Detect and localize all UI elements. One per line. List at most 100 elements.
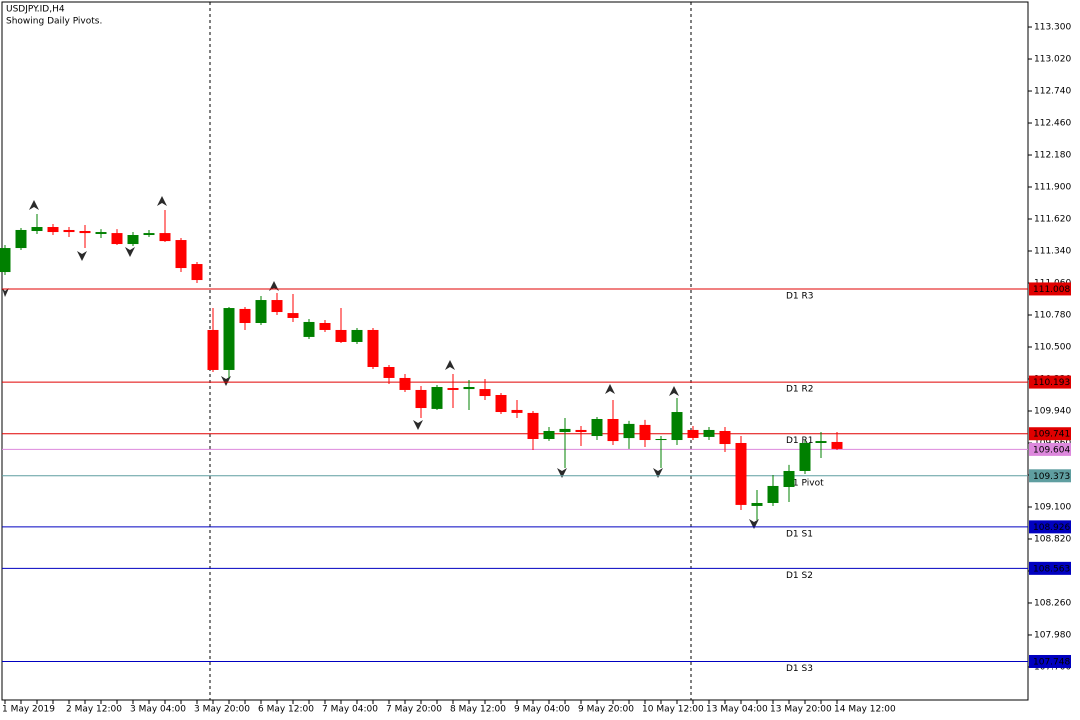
candle-body	[15, 229, 27, 249]
fractal-down	[2, 288, 9, 297]
price-box-label: 109.604	[1033, 445, 1070, 455]
x-tick-label: 7 May 20:00	[386, 705, 442, 715]
pivot-label: D1 S3	[786, 664, 813, 674]
price-box	[1029, 375, 1071, 389]
candle-body	[783, 470, 795, 487]
candle-body	[63, 229, 75, 233]
x-tick-label: 2 May 12:00	[66, 705, 122, 715]
x-tick-label: 8 May 12:00	[450, 705, 506, 715]
candle-body	[623, 423, 635, 439]
price-box	[1029, 654, 1071, 668]
y-tick-label: 112.460	[1034, 119, 1071, 129]
candle-body	[239, 308, 251, 324]
candle-body	[687, 429, 699, 438]
candle-body	[767, 485, 779, 503]
candle-body	[0, 248, 11, 273]
x-tick-label: 3 May 20:00	[194, 705, 250, 715]
x-tick-label: 9 May 04:00	[514, 705, 570, 715]
candle-body	[111, 233, 123, 245]
pivot-label: D1 R2	[786, 385, 814, 395]
fractal-down	[221, 376, 231, 386]
fractal-down	[749, 519, 759, 529]
candle-body	[127, 235, 139, 245]
candle-body	[207, 329, 219, 370]
candle-body	[591, 418, 603, 437]
pivot-label: D1 Pivot	[786, 478, 824, 488]
candle-body	[703, 429, 715, 437]
y-tick-label: 110.780	[1034, 311, 1071, 321]
candle-body	[575, 429, 587, 433]
price-box	[1029, 442, 1071, 456]
chart-title: USDJPY.ID,H4	[6, 5, 65, 15]
candle-body	[191, 264, 203, 281]
candle-body	[367, 329, 379, 367]
price-box-label: 109.373	[1033, 472, 1070, 482]
candle-body	[319, 323, 331, 330]
candle-body	[655, 438, 667, 441]
price-box-label: 111.008	[1033, 285, 1070, 295]
price-box	[1029, 282, 1071, 296]
candle-body	[543, 430, 555, 439]
y-tick-label: 112.740	[1034, 87, 1071, 97]
candle-body	[255, 300, 267, 324]
pivot-label: D1 R1	[786, 436, 814, 446]
candle-body	[751, 502, 763, 506]
fractal-up	[605, 384, 615, 394]
x-tick-label: 7 May 04:00	[322, 705, 378, 715]
candle-body	[303, 321, 315, 337]
candle-body	[511, 409, 523, 413]
candle-body	[159, 233, 171, 242]
candle-body	[223, 308, 235, 370]
candle-body	[287, 313, 299, 318]
plot-frame	[1, 1, 1029, 701]
fractal-down	[557, 468, 567, 478]
candle-body	[815, 441, 827, 443]
candle-body	[799, 442, 811, 471]
fractal-up	[29, 200, 39, 210]
price-box-label: 108.926	[1033, 523, 1070, 533]
x-tick-label: 3 May 04:00	[130, 705, 186, 715]
candle-body	[351, 329, 363, 342]
candle-body	[335, 329, 347, 342]
fractal-up	[445, 360, 455, 370]
candle-body	[607, 418, 619, 442]
y-tick-label: 113.020	[1034, 55, 1071, 65]
candle-body	[31, 227, 43, 232]
fractals	[2, 196, 759, 529]
price-box-label: 110.193	[1033, 378, 1070, 388]
candle-body	[143, 233, 155, 236]
candle-body	[671, 412, 683, 441]
price-box-label: 109.741	[1033, 430, 1070, 440]
x-tick-label: 14 May 12:00	[834, 705, 896, 715]
fractal-down	[653, 468, 663, 478]
candle-body	[415, 389, 427, 409]
price-box	[1029, 520, 1071, 534]
price-box-label: 108.563	[1033, 564, 1070, 574]
x-tick-label: 1 May 2019	[2, 705, 55, 715]
candle-body	[79, 231, 91, 234]
fractal-up	[669, 386, 679, 396]
candle-body	[95, 232, 107, 234]
y-tick-label: 109.940	[1034, 406, 1071, 416]
fractal-up	[157, 196, 167, 206]
y-tick-label: 107.980	[1034, 630, 1071, 640]
x-tick-label: 10 May 12:00	[642, 705, 704, 715]
candle-body	[383, 366, 395, 378]
y-tick-label: 111.340	[1034, 247, 1071, 257]
candle-body	[719, 430, 731, 445]
price-box	[1029, 561, 1071, 575]
x-tick-label: 13 May 04:00	[706, 705, 768, 715]
x-tick-label: 6 May 12:00	[258, 705, 314, 715]
pivot-label: D1 S2	[786, 571, 813, 581]
price-box	[1029, 469, 1071, 483]
y-tick-label: 113.300	[1034, 23, 1071, 33]
candle-body	[447, 388, 459, 390]
chart-subtitle: Showing Daily Pivots.	[6, 17, 102, 27]
fractal-down	[413, 420, 423, 430]
candle-body	[639, 424, 651, 441]
pivot-label: D1 S1	[786, 529, 813, 539]
y-tick-label: 111.900	[1034, 183, 1071, 193]
x-tick-label: 9 May 20:00	[578, 705, 634, 715]
